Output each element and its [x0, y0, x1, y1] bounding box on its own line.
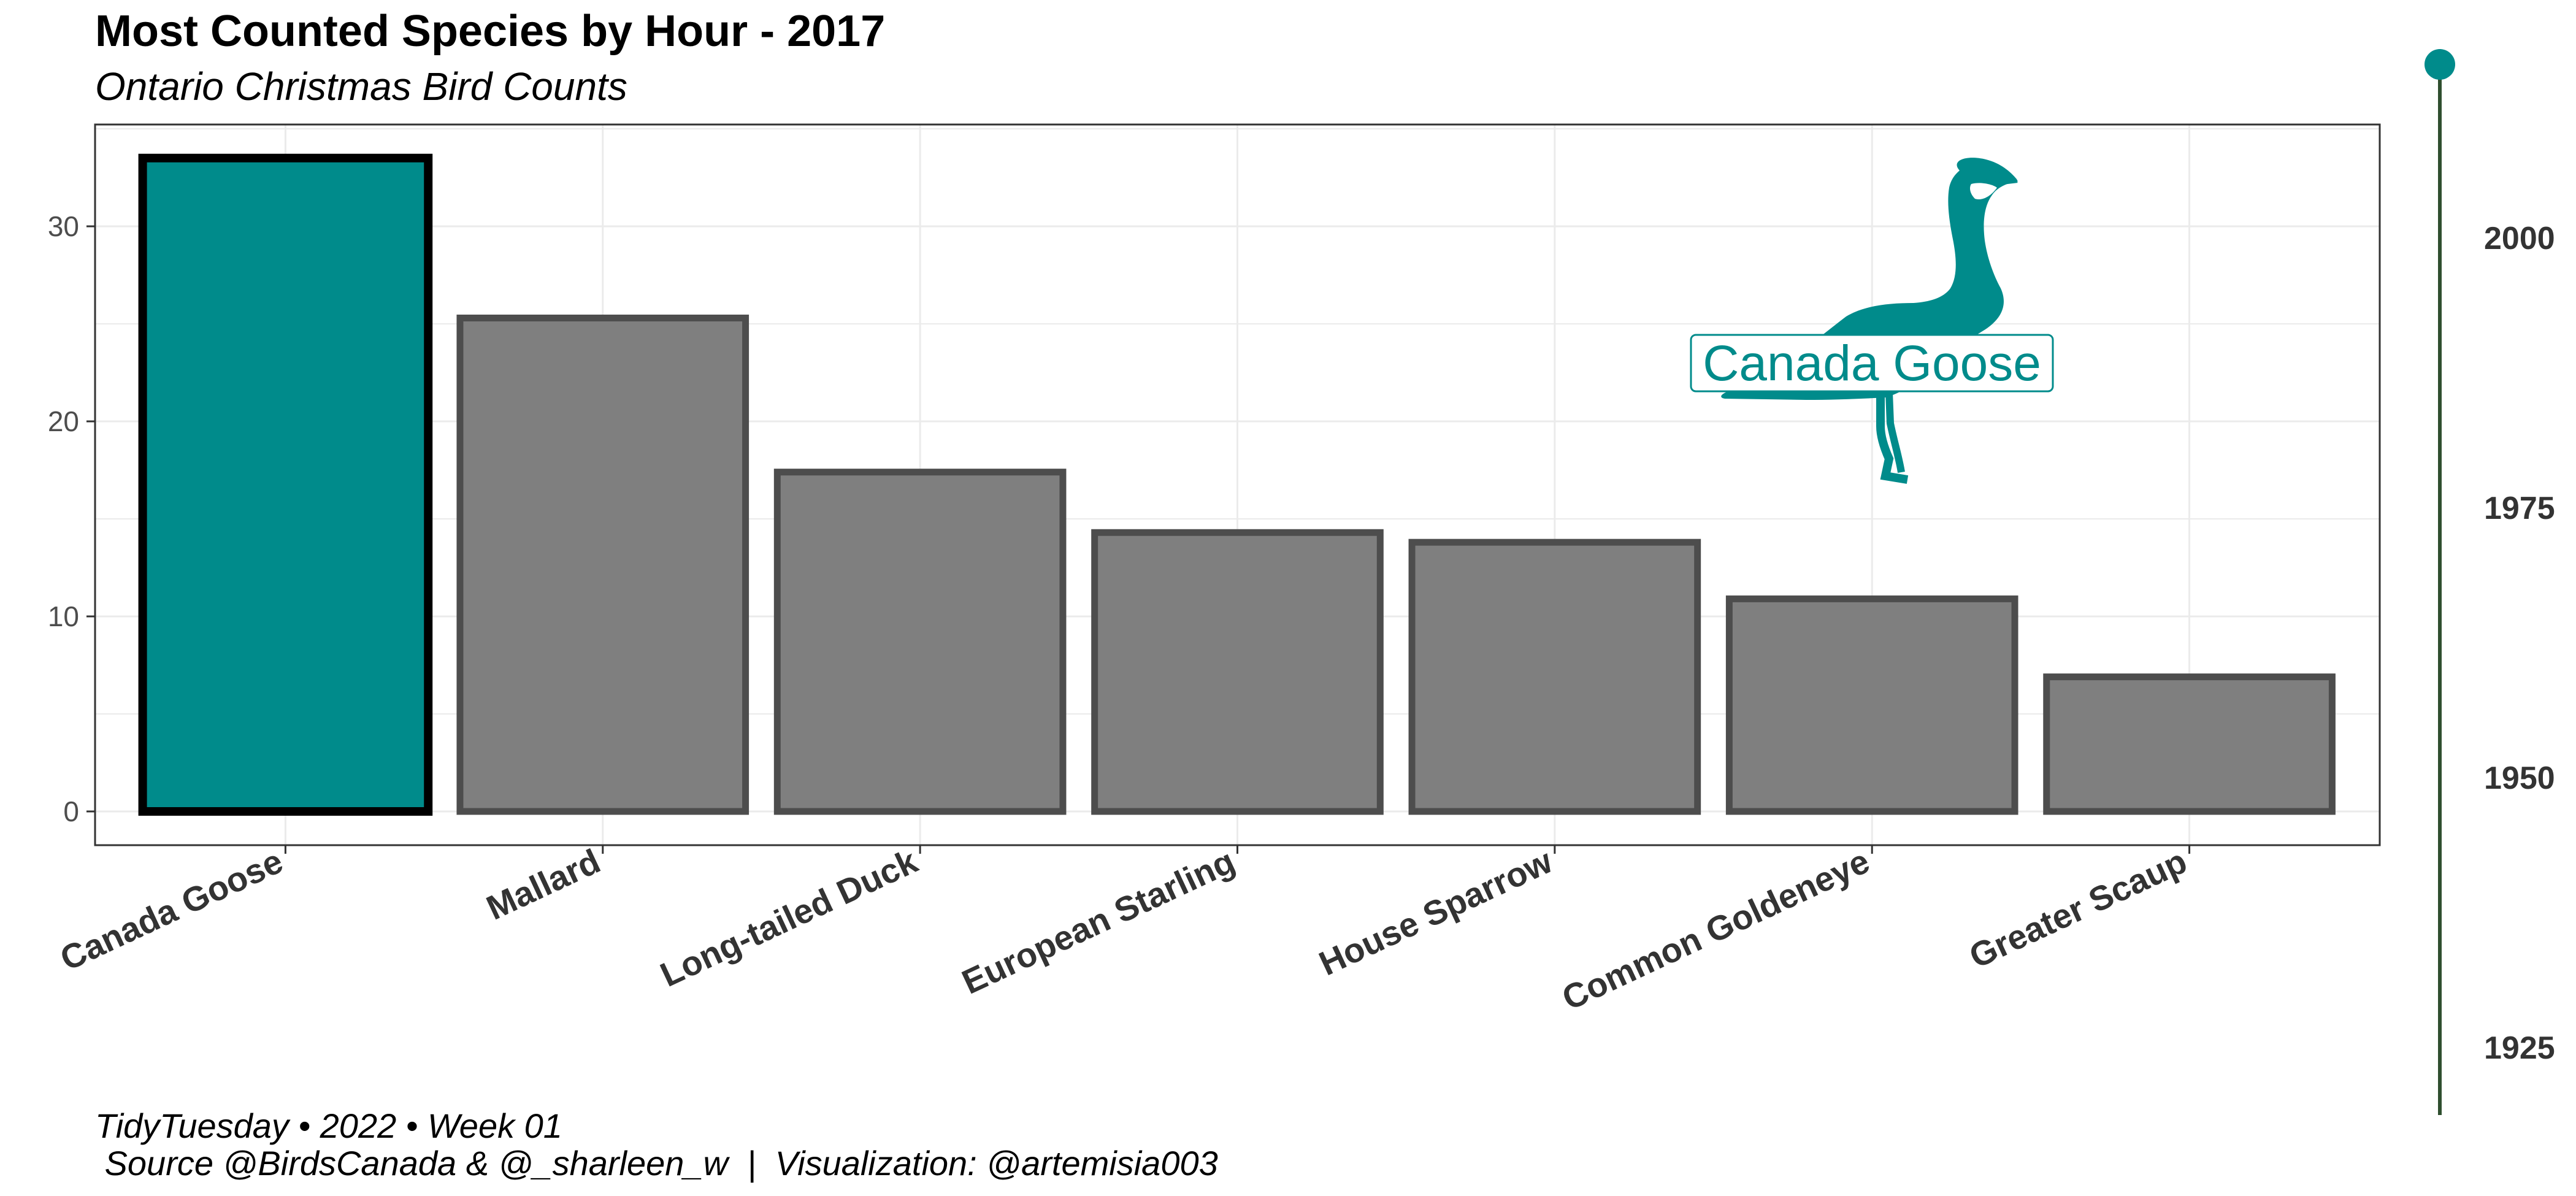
timeline-current-year-marker[interactable]	[2425, 49, 2455, 80]
annotation-label: Canada Goose	[1690, 334, 2054, 393]
bar-mallard	[456, 314, 749, 815]
bar-canada-goose	[138, 153, 433, 816]
bar-long-tailed-duck	[773, 469, 1067, 815]
timeline-year-label: 1925	[2484, 1030, 2555, 1066]
chart-title: Most Counted Species by Hour - 2017	[95, 7, 885, 56]
bars	[138, 153, 2336, 816]
caption-line-2: Source @BirdsCanada & @_sharleen_w | Vis…	[95, 1144, 1218, 1183]
bar-european-starling	[1091, 529, 1384, 815]
y-tick-label: 20	[48, 405, 79, 437]
year-timeline: 1925 1950 1975 2000	[2425, 49, 2555, 1115]
chart-subtitle: Ontario Christmas Bird Counts	[95, 64, 627, 109]
y-tick-label: 30	[48, 210, 79, 242]
bar-common-goldeneye	[1725, 595, 2018, 815]
bar-house-sparrow	[1408, 539, 1701, 815]
timeline-year-label: 2000	[2484, 221, 2555, 256]
bar-greater-scaup	[2043, 673, 2336, 815]
timeline-year-label: 1950	[2484, 761, 2555, 796]
y-tick-label: 0	[63, 795, 79, 827]
annotation-label-text: Canada Goose	[1703, 335, 2041, 391]
y-axis: 0 10 20 30	[48, 210, 95, 827]
timeline-year-label: 1975	[2484, 491, 2555, 526]
caption-line-1: TidyTuesday • 2022 • Week 01	[95, 1106, 562, 1145]
y-tick-label: 10	[48, 600, 79, 632]
